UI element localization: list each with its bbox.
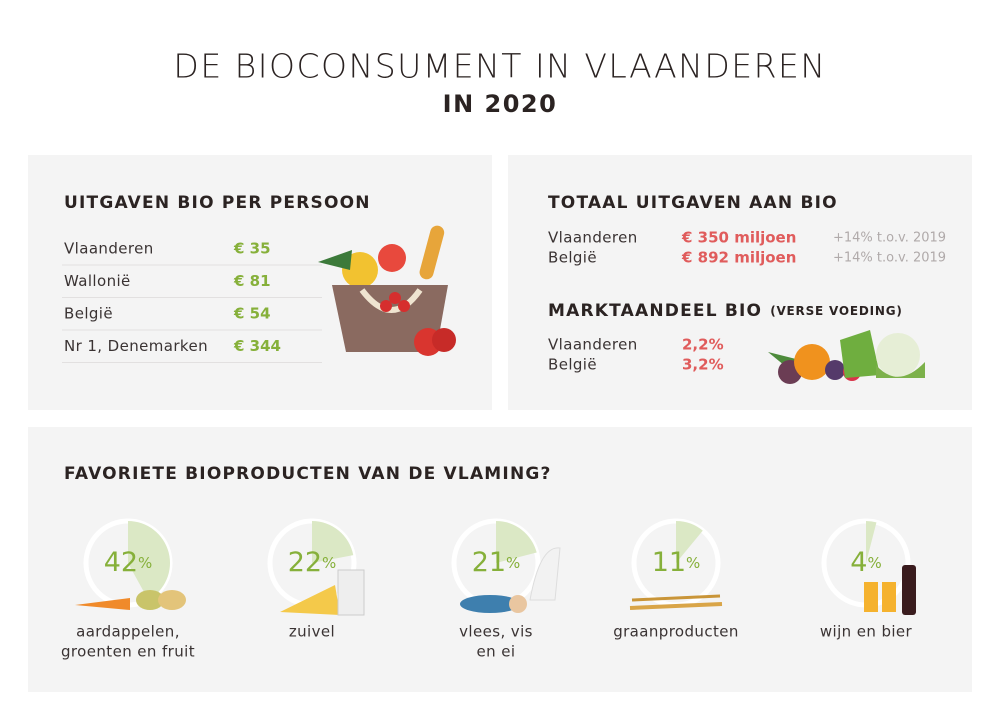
- section-title: MARKTAANDEEL BIO: [548, 301, 762, 321]
- row-note: +14% t.o.v. 2019: [833, 231, 946, 246]
- product-label: wijn en bier: [820, 623, 913, 641]
- basket-illustration: [318, 225, 456, 356]
- percent-label: 22%: [288, 547, 337, 578]
- row-value: 3,2%: [682, 356, 724, 374]
- pie-wedge: [312, 521, 354, 563]
- row-value: € 344: [233, 337, 281, 355]
- subtitle: IN 2020: [443, 90, 558, 118]
- row-value: € 54: [233, 305, 271, 323]
- percent-label: 42%: [104, 547, 153, 578]
- pie-wedge: [676, 521, 703, 563]
- pie-wedge: [496, 521, 537, 563]
- percent-unit: %: [867, 554, 881, 572]
- row-label: Nr 1, Denemarken: [64, 337, 208, 355]
- panel: [28, 155, 492, 410]
- percent-label: 11%: [652, 547, 701, 578]
- section-title: UITGAVEN BIO PER PERSOON: [64, 193, 371, 213]
- product-illustrations: [75, 547, 916, 616]
- section-title: TOTAAL UITGAVEN AAN BIO: [548, 193, 838, 213]
- product-label: en ei: [477, 643, 516, 661]
- vegetables-illustration: [768, 330, 925, 384]
- row-label: Wallonië: [64, 272, 131, 290]
- percent-value: 4: [850, 547, 867, 578]
- product-label: aardappelen,: [76, 623, 180, 641]
- percent-unit: %: [138, 554, 152, 572]
- percent-unit: %: [686, 554, 700, 572]
- row-label: Vlaanderen: [64, 240, 154, 258]
- percent-label: 4%: [850, 547, 881, 578]
- row-note: +14% t.o.v. 2019: [833, 251, 946, 266]
- product-label: zuivel: [289, 623, 335, 641]
- percent-value: 21: [472, 547, 506, 578]
- percent-label: 21%: [472, 547, 521, 578]
- row-value: € 81: [233, 272, 271, 290]
- favorites: 42% aardappelen, groenten en fruit 22% zuive…: [61, 518, 913, 661]
- row-value: € 892 miljoen: [681, 249, 796, 267]
- percent-value: 42: [104, 547, 138, 578]
- row-label: Vlaanderen: [548, 229, 638, 247]
- percent-unit: %: [506, 554, 520, 572]
- pie-wedge: [128, 521, 170, 600]
- percent-unit: %: [322, 554, 336, 572]
- row-label: België: [64, 305, 113, 323]
- section-title: MARKTAANDEEL BIO (VERSE VOEDING): [548, 301, 903, 321]
- percent-value: 11: [652, 547, 686, 578]
- row-value: € 350 miljoen: [681, 229, 796, 247]
- row-value: 2,2%: [682, 336, 724, 354]
- row-label: België: [548, 249, 597, 267]
- row-value: € 35: [233, 240, 271, 258]
- product-label: graanproducten: [613, 623, 739, 641]
- row-label: België: [548, 356, 597, 374]
- section-note: (VERSE VOEDING): [770, 304, 903, 318]
- percent-value: 22: [288, 547, 322, 578]
- row-label: Vlaanderen: [548, 336, 638, 354]
- pie-wedge: [866, 521, 877, 563]
- product-label: vlees, vis: [459, 623, 533, 641]
- product-label: groenten en fruit: [61, 643, 195, 661]
- section-title: FAVORIETE BIOPRODUCTEN VAN DE VLAMING?: [64, 464, 552, 484]
- title: DE BIOCONSUMENT IN VLAANDEREN: [173, 47, 826, 86]
